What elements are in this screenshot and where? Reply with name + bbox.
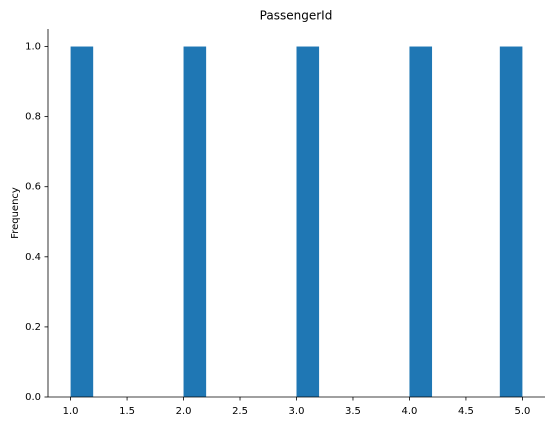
y-tick-label: 0.6 (25, 182, 41, 193)
y-tick-label: 0.4 (25, 252, 41, 263)
y-tick-label: 0.0 (25, 392, 41, 403)
x-tick-label: 2.0 (176, 406, 192, 417)
bar (296, 46, 320, 398)
y-axis-label: Frequency (10, 187, 21, 239)
y-tick-label: 0.2 (25, 322, 41, 333)
x-tick-label: 1.0 (63, 406, 79, 417)
x-tick-label: 1.5 (119, 406, 135, 417)
x-tick-label: 3.0 (289, 406, 305, 417)
bar (499, 46, 523, 398)
y-tick-label: 1.0 (25, 42, 41, 53)
bar (183, 46, 207, 398)
chart-title: PassengerId (260, 9, 333, 23)
x-tick-label: 3.5 (345, 406, 361, 417)
x-tick-label: 5.0 (514, 406, 530, 417)
x-tick-label: 2.5 (232, 406, 248, 417)
bar (409, 46, 433, 398)
x-tick-label: 4.5 (458, 406, 474, 417)
x-tick-label: 4.0 (402, 406, 418, 417)
y-tick-label: 0.8 (25, 112, 41, 123)
bar (70, 46, 94, 398)
